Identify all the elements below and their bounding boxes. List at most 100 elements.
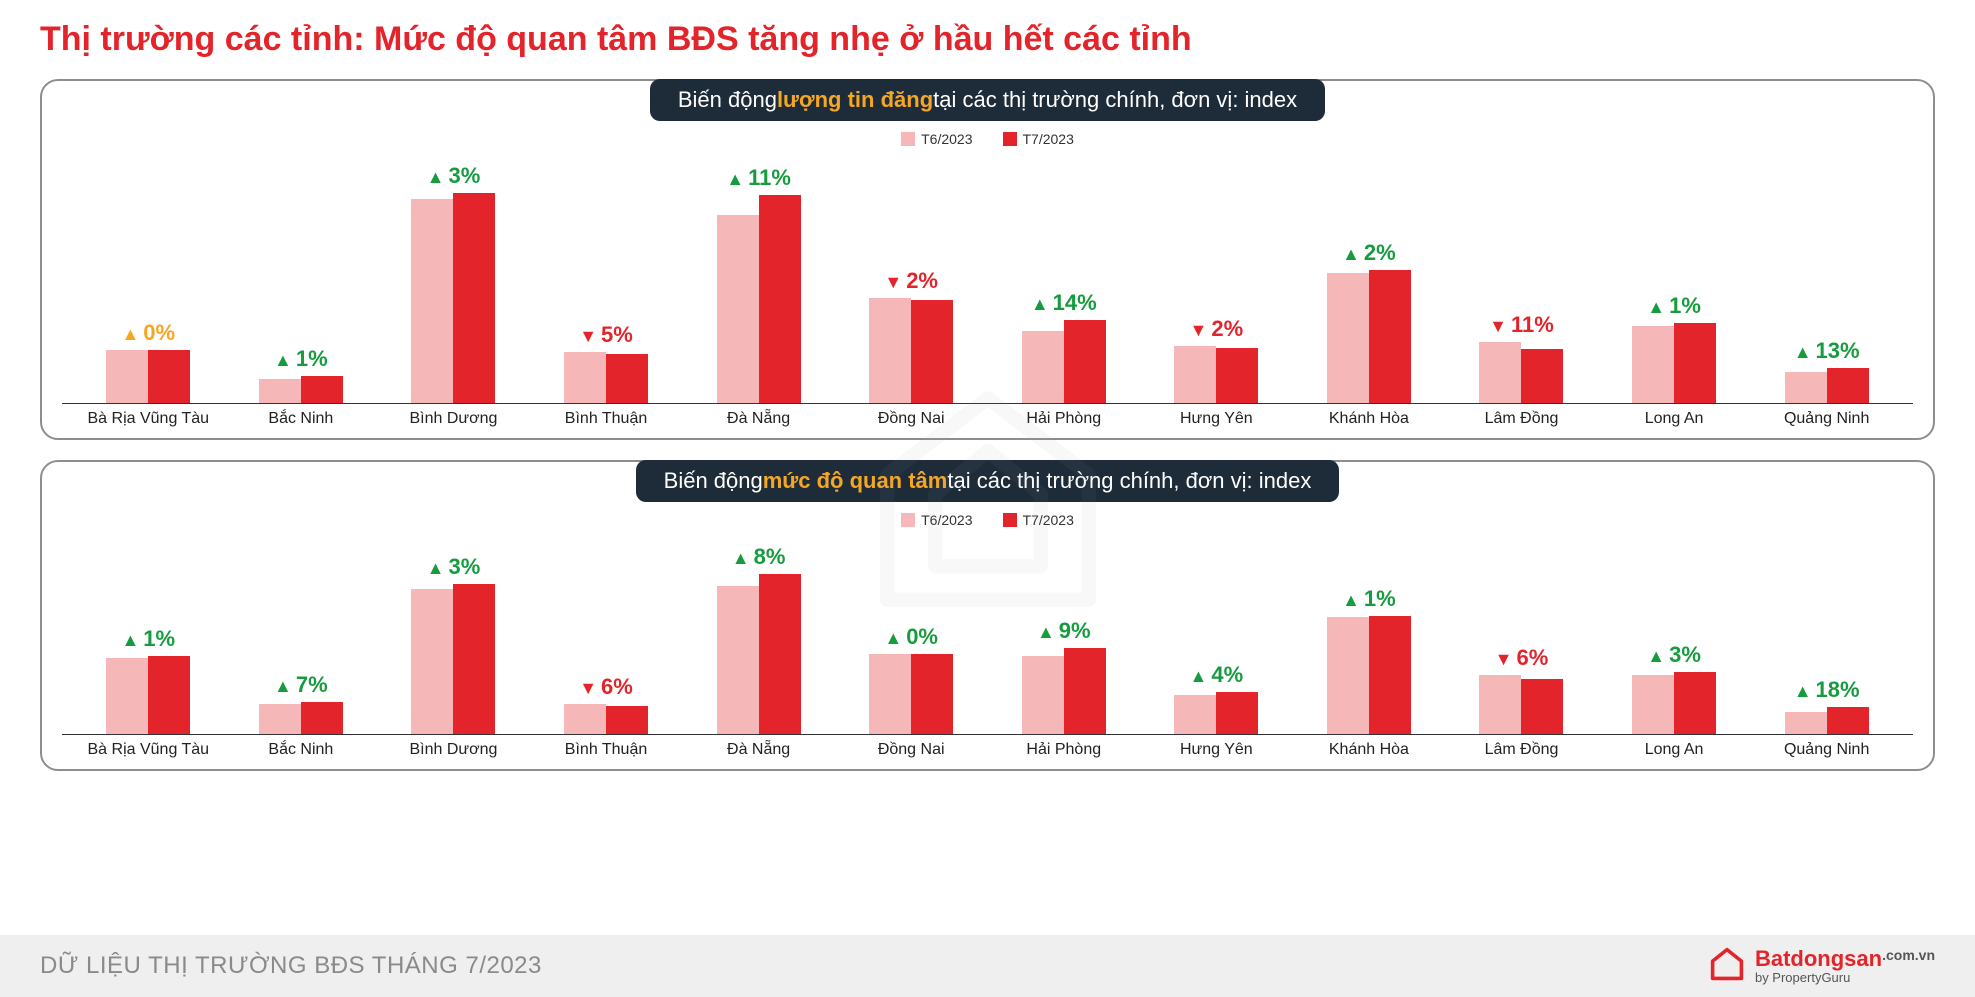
bar-annotation: ▲1% <box>274 346 328 372</box>
bar-pair <box>1632 672 1716 734</box>
x-axis-label: Long An <box>1598 741 1751 759</box>
bar-annotation-value: 1% <box>296 346 328 372</box>
x-axis-label: Khánh Hòa <box>1293 410 1446 428</box>
footer-bar: DỮ LIỆU THỊ TRƯỜNG BĐS THÁNG 7/2023 Batd… <box>0 935 1975 997</box>
chart-header-interest: Biến động mức độ quan tâm tại các thị tr… <box>636 460 1340 502</box>
bar-group: ▲18% <box>1750 677 1903 734</box>
header-highlight: lượng tin đăng <box>777 87 933 113</box>
bar-series2 <box>1369 616 1411 734</box>
bar-series2 <box>1827 368 1869 403</box>
bar-annotation-value: 2% <box>906 268 938 294</box>
up-triangle-icon: ▲ <box>884 628 902 649</box>
brand-block: Batdongsan.com.vn by PropertyGuru <box>1709 946 1935 987</box>
bar-series1 <box>106 658 148 734</box>
bar-annotation-value: 3% <box>448 554 480 580</box>
bar-annotation: ▲1% <box>121 626 175 652</box>
bar-annotation: ▼6% <box>579 674 633 700</box>
legend-label-s2: T7/2023 <box>1023 131 1074 147</box>
x-axis-label: Bắc Ninh <box>225 741 378 759</box>
down-triangle-icon: ▼ <box>579 678 597 699</box>
bar-series1 <box>1022 331 1064 403</box>
x-axis-label: Bình Dương <box>377 410 530 428</box>
bar-group: ▲3% <box>377 163 530 403</box>
up-triangle-icon: ▲ <box>726 169 744 190</box>
bar-series2 <box>1064 648 1106 734</box>
legend-item-s1: T6/2023 <box>901 512 972 528</box>
chart-header-listings: Biến động lượng tin đăng tại các thị trư… <box>650 79 1325 121</box>
bars-area-1: ▲0%▲1%▲3%▼5%▲11%▼2%▲14%▼2%▲2%▼11%▲1%▲13%… <box>62 153 1913 428</box>
bar-series2 <box>1369 270 1411 403</box>
up-triangle-icon: ▲ <box>1342 244 1360 265</box>
bar-series1 <box>1327 273 1369 403</box>
bar-series1 <box>717 215 759 403</box>
bars-area-2: ▲1%▲7%▲3%▼6%▲8%▲0%▲9%▲4%▲1%▼6%▲3%▲18% Bà… <box>62 534 1913 759</box>
bar-pair <box>1632 323 1716 403</box>
up-triangle-icon: ▲ <box>274 350 292 371</box>
bar-group: ▲7% <box>225 672 378 734</box>
up-triangle-icon: ▲ <box>1031 294 1049 315</box>
x-axis-label: Khánh Hòa <box>1293 741 1446 759</box>
bar-annotation: ▲2% <box>1342 240 1396 266</box>
bar-annotation: ▲3% <box>427 554 481 580</box>
x-axis-label: Bà Rịa Vũng Tàu <box>72 410 225 428</box>
x-axis-label: Đồng Nai <box>835 741 988 759</box>
bar-annotation: ▲0% <box>121 320 175 346</box>
page-title: Thị trường các tỉnh: Mức độ quan tâm BĐS… <box>40 20 1935 59</box>
x-axis-label: Đà Nẵng <box>682 741 835 759</box>
bar-series2 <box>1216 692 1258 734</box>
legend-swatch-s1 <box>901 513 915 527</box>
bar-series2 <box>301 702 343 734</box>
down-triangle-icon: ▼ <box>884 272 902 293</box>
bar-group: ▲11% <box>682 165 835 403</box>
bar-annotation-value: 4% <box>1211 662 1243 688</box>
bar-series2 <box>911 300 953 403</box>
bar-annotation-value: 11% <box>748 165 791 191</box>
bar-group: ▲2% <box>1293 240 1446 403</box>
up-triangle-icon: ▲ <box>1342 590 1360 611</box>
up-triangle-icon: ▲ <box>732 548 750 569</box>
x-axis-label: Quảng Ninh <box>1750 741 1903 759</box>
bar-series1 <box>1632 675 1674 734</box>
bar-pair <box>1785 368 1869 403</box>
bar-pair <box>564 352 648 403</box>
bar-annotation: ▲8% <box>732 544 786 570</box>
bar-series2 <box>606 354 648 403</box>
up-triangle-icon: ▲ <box>1647 297 1665 318</box>
bar-annotation: ▲1% <box>1647 293 1701 319</box>
bar-annotation-value: 3% <box>448 163 480 189</box>
bar-annotation: ▲11% <box>726 165 791 191</box>
bar-annotation-value: 1% <box>143 626 175 652</box>
legend-label-s2: T7/2023 <box>1023 512 1074 528</box>
x-axis-label: Bình Thuận <box>530 741 683 759</box>
bar-annotation-value: 1% <box>1364 586 1396 612</box>
bar-series1 <box>1785 372 1827 403</box>
bar-annotation-value: 18% <box>1816 677 1860 703</box>
bar-series2 <box>759 574 801 734</box>
up-triangle-icon: ▲ <box>121 630 139 651</box>
bar-group: ▼6% <box>530 674 683 734</box>
bar-annotation: ▲7% <box>274 672 328 698</box>
legend-label-s1: T6/2023 <box>921 131 972 147</box>
bar-annotation: ▲9% <box>1037 618 1091 644</box>
bar-series2 <box>1064 320 1106 403</box>
up-triangle-icon: ▲ <box>274 676 292 697</box>
bar-group: ▲14% <box>987 290 1140 403</box>
bar-pair <box>1022 648 1106 734</box>
bar-pair <box>717 574 801 734</box>
bar-pair <box>1479 675 1563 734</box>
bar-series2 <box>148 656 190 734</box>
bar-series1 <box>1022 656 1064 734</box>
flat-triangle-icon: ▲ <box>121 324 139 345</box>
x-axis-label: Bà Rịa Vũng Tàu <box>72 741 225 759</box>
brand-main-2: .com.vn <box>1882 947 1935 963</box>
x-axis-label: Hải Phòng <box>987 410 1140 428</box>
bar-group: ▲4% <box>1140 662 1293 734</box>
bar-group: ▲3% <box>377 554 530 734</box>
bar-pair <box>1174 692 1258 734</box>
bar-group: ▲0% <box>72 320 225 403</box>
bar-series2 <box>1827 707 1869 734</box>
bar-series2 <box>911 654 953 734</box>
bar-series1 <box>259 704 301 734</box>
x-axis-label: Đồng Nai <box>835 410 988 428</box>
bar-annotation-value: 11% <box>1511 312 1554 338</box>
